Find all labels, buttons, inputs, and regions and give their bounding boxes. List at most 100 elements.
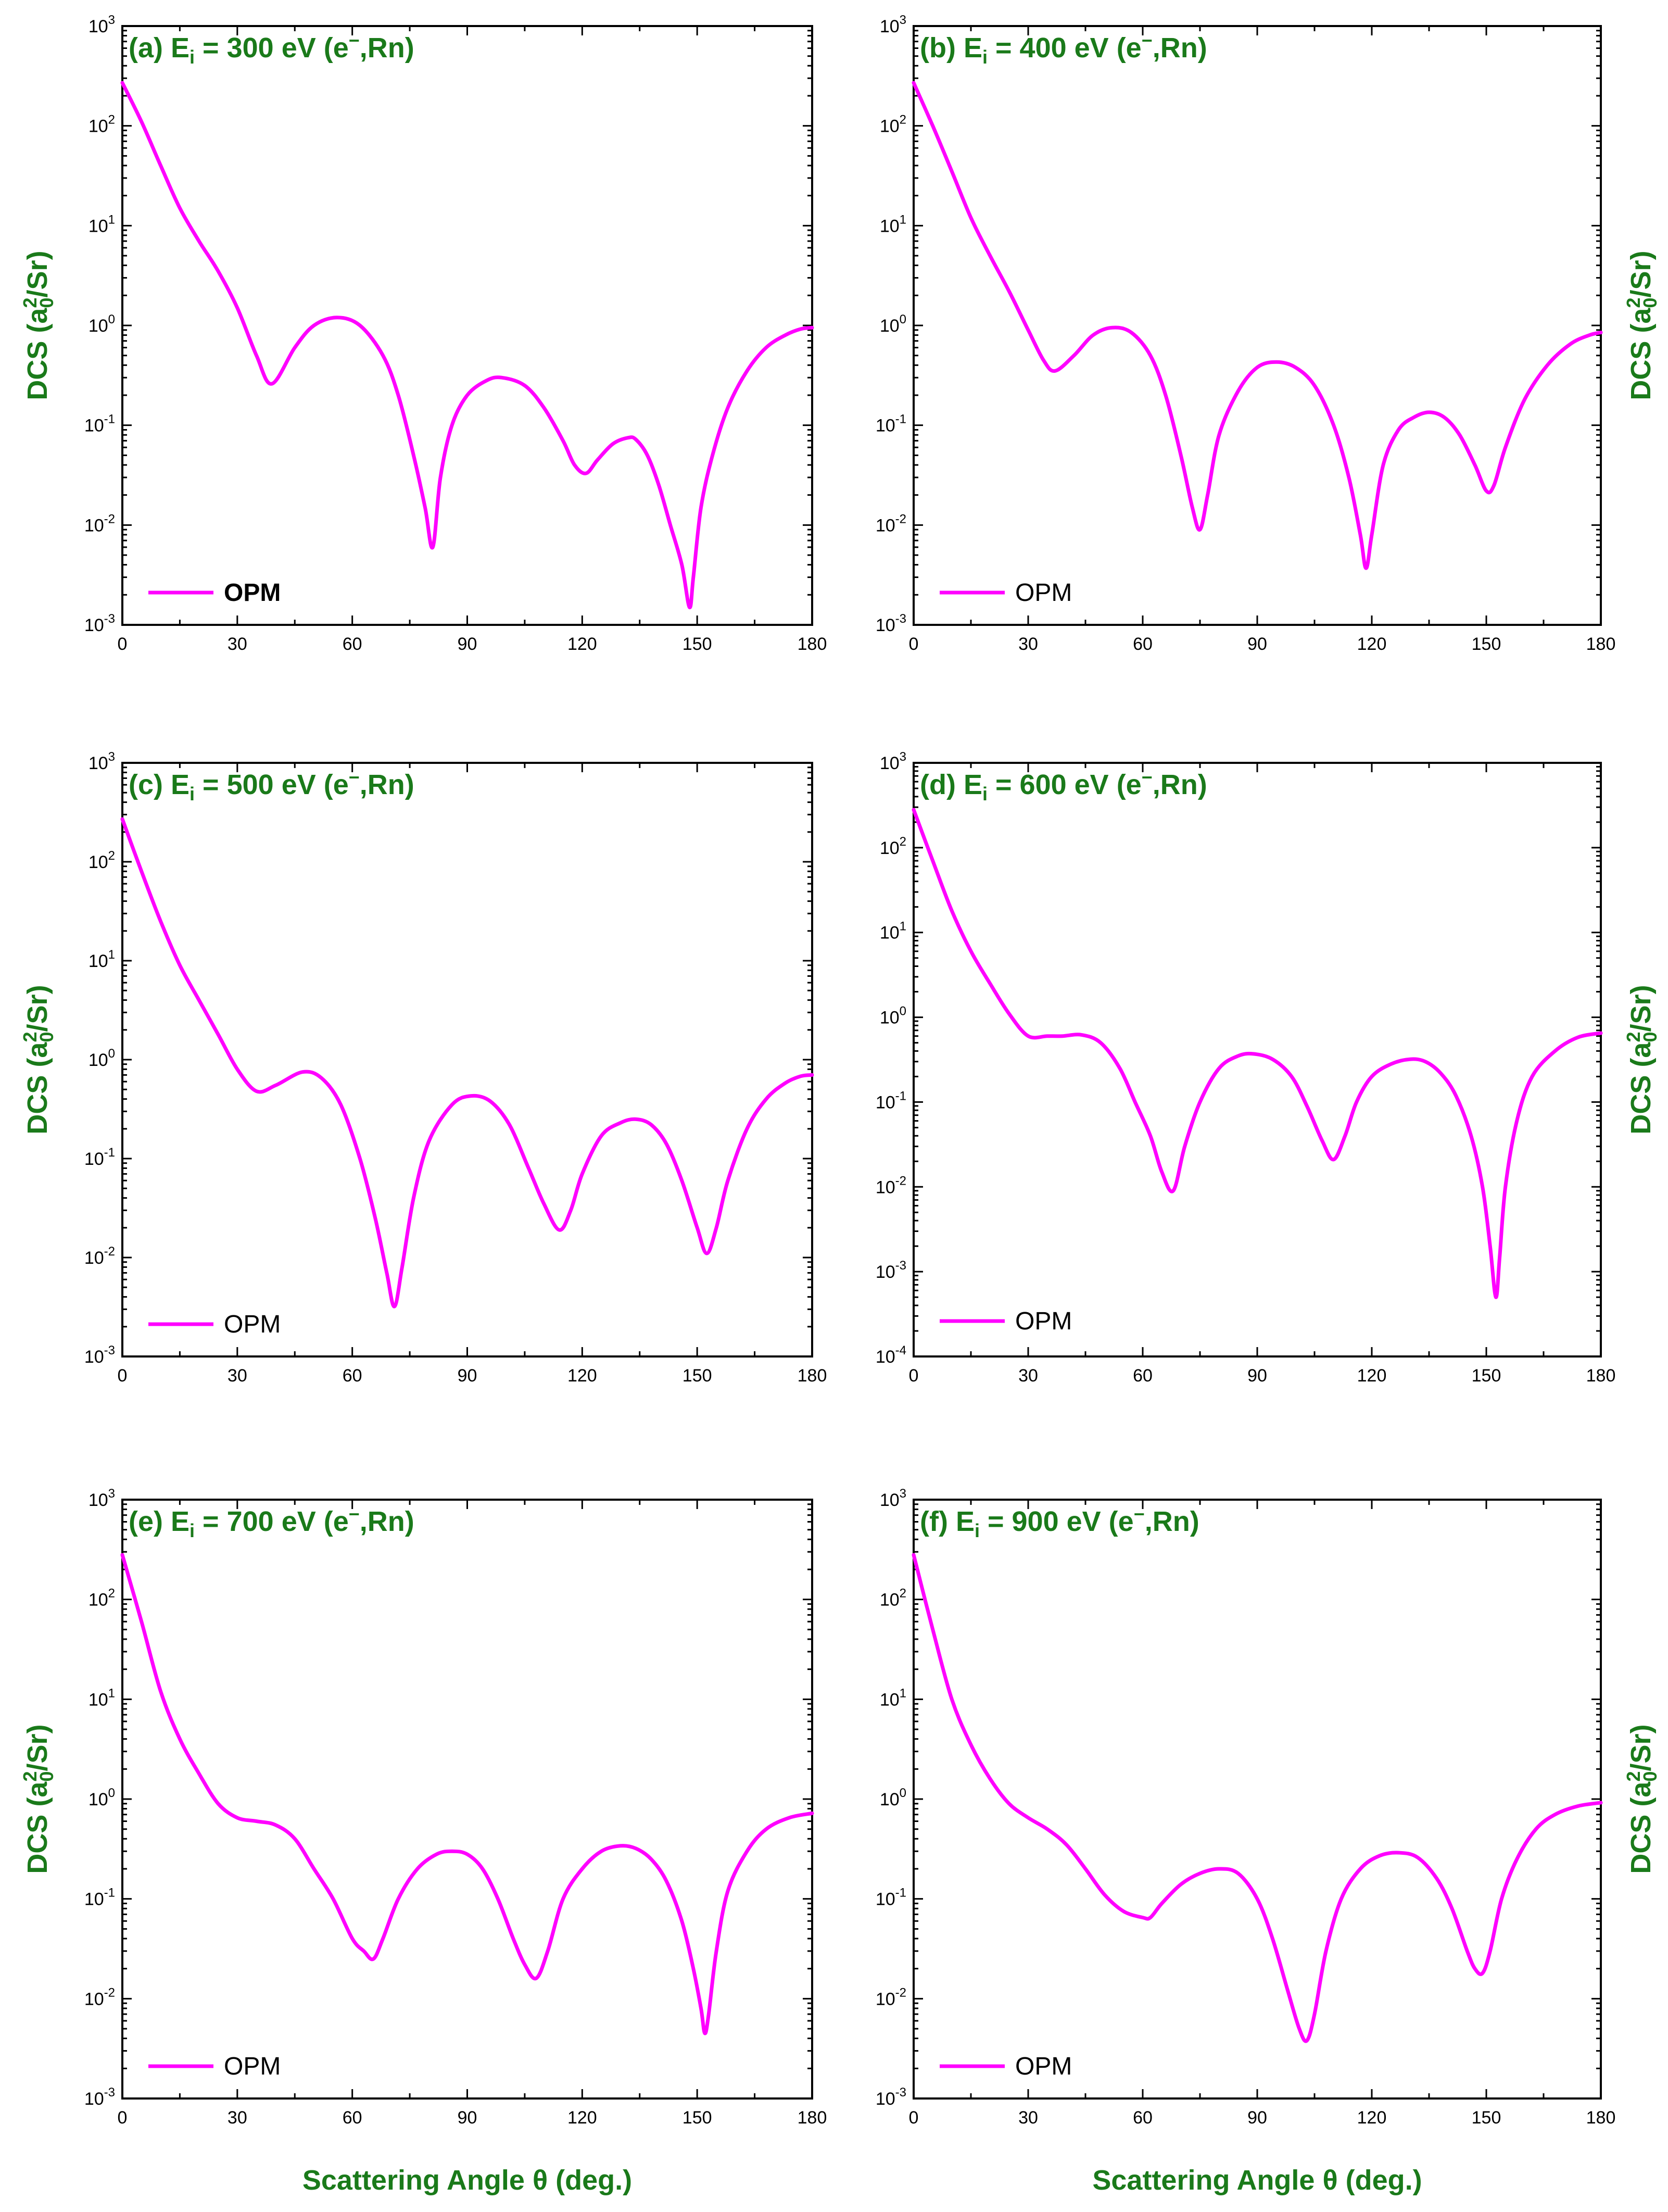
panel-1: 0 30 60 90 120 150 180 10-3 10-2 10-1 100 101 102 103… [19,13,827,654]
x-tick-label: 30 [1018,634,1038,654]
x-tick-label: 120 [567,2108,597,2128]
x-tick-label: 90 [458,634,477,654]
x-tick-label: 180 [798,1366,827,1386]
x-tick-label: 120 [1357,634,1387,654]
x-tick-label: 60 [343,634,362,654]
y-tick-label: 101 [880,1686,906,1710]
x-tick-label: 150 [683,1366,712,1386]
panel-title: (e) Ei = 700 eV (e−,Rn) [129,1503,414,1541]
y-tick-label: 10-3 [84,612,115,635]
y-tick-label: 101 [89,212,115,236]
x-tick-label: 120 [567,1366,597,1386]
x-tick-label: 90 [1247,1366,1267,1386]
y-tick-label: 102 [89,849,115,872]
y-tick-label: 10-1 [84,1146,115,1169]
x-tick-label: 150 [1472,634,1501,654]
series-line-opm [120,817,814,1309]
y-tick-label: 103 [880,750,906,773]
x-tick-label: 150 [683,634,712,654]
x-axis-label: Scattering Angle θ (deg.) [302,2165,632,2196]
panel-6: 0 30 60 90 120 150 180 10-3 10-2 10-1 100 101 102 103… [876,1487,1661,2128]
y-tick-label: 103 [89,1487,115,1510]
y-tick-label: 102 [880,113,906,136]
legend-label: OPM [224,1311,281,1338]
y-axis-label: DCS (a20/Sr) [19,985,57,1134]
x-tick-label: 180 [798,2108,827,2128]
x-tick-label: 180 [1586,2108,1616,2128]
x-tick-label: 60 [343,2108,362,2128]
x-tick-label: 30 [228,1366,247,1386]
x-tick-label: 60 [343,1366,362,1386]
x-tick-label: 30 [1018,1366,1038,1386]
x-tick-label: 90 [1247,634,1267,654]
y-tick-label: 10-3 [84,2085,115,2109]
x-tick-label: 120 [567,634,597,654]
x-tick-label: 0 [118,1366,128,1386]
y-tick-label: 10-2 [84,512,115,535]
x-tick-label: 60 [1133,1366,1153,1386]
y-tick-label: 10-4 [876,1343,906,1367]
y-tick-label: 10-1 [876,1886,906,1909]
y-axis-label: DCS (a20/Sr) [1623,250,1661,400]
y-tick-label: 103 [880,13,906,36]
y-tick-label: 10-2 [876,1985,906,2009]
panel-3: 0 30 60 90 120 150 180 10-3 10-2 10-1 100 101 102 103… [19,750,827,1386]
x-tick-label: 0 [118,2108,128,2128]
x-tick-label: 90 [1247,2108,1267,2128]
x-tick-label: 60 [1133,2108,1153,2128]
y-tick-label: 10-1 [876,412,906,436]
y-tick-label: 100 [880,1786,906,1809]
series-line-opm [912,81,1603,570]
legend-label: OPM [224,579,281,607]
x-tick-label: 0 [118,634,128,654]
y-tick-label: 10-1 [84,1886,115,1909]
y-tick-label: 100 [89,312,115,336]
y-tick-label: 102 [89,1587,115,1610]
x-tick-label: 150 [1472,1366,1501,1386]
y-tick-label: 103 [89,750,115,773]
y-tick-label: 10-3 [876,1259,906,1282]
x-axis-label: Scattering Angle θ (deg.) [1092,2165,1422,2196]
y-tick-label: 102 [89,113,115,136]
y-tick-label: 100 [89,1786,115,1809]
x-tick-label: 60 [1133,634,1153,654]
y-tick-label: 101 [89,948,115,971]
y-tick-label: 101 [880,212,906,236]
y-tick-label: 10-1 [84,412,115,436]
y-tick-label: 10-3 [876,612,906,635]
x-tick-label: 150 [683,2108,712,2128]
y-tick-label: 100 [89,1047,115,1070]
panel-title: (f) Ei = 900 eV (e−,Rn) [920,1503,1199,1541]
y-tick-label: 10-3 [84,1343,115,1367]
series-line-opm [120,81,814,609]
y-tick-label: 100 [880,1004,906,1028]
x-tick-label: 30 [228,634,247,654]
series-line-opm [120,1553,814,2035]
y-tick-label: 10-1 [876,1089,906,1112]
panel-4: 0 30 60 90 120 150 180 10-4 10-3 10-2 10-1 100 101 10… [876,750,1661,1386]
y-tick-label: 103 [89,13,115,36]
y-tick-label: 10-2 [84,1245,115,1268]
y-tick-label: 103 [880,1487,906,1510]
y-tick-label: 101 [89,1686,115,1710]
x-tick-label: 180 [1586,634,1616,654]
y-tick-label: 10-2 [876,512,906,535]
y-axis-label: DCS (a20/Sr) [19,1724,57,1874]
y-axis-label: DCS (a20/Sr) [1623,1724,1661,1874]
y-tick-label: 10-2 [876,1174,906,1197]
legend-label: OPM [224,2053,281,2080]
legend-label: OPM [1015,579,1072,607]
plot-frame [913,1499,1602,2100]
x-tick-label: 90 [458,2108,477,2128]
y-tick-label: 10-3 [876,2085,906,2109]
y-tick-label: 100 [880,312,906,336]
y-tick-label: 101 [880,920,906,943]
plot-frame [121,762,813,1358]
y-axis-label: DCS (a20/Sr) [19,250,57,400]
y-tick-label: 102 [880,835,906,858]
x-tick-label: 30 [228,2108,247,2128]
panel-title: (c) Ei = 500 eV (e−,Rn) [129,766,414,805]
y-tick-label: 10-2 [84,1985,115,2009]
panel-title: (d) Ei = 600 eV (e−,Rn) [920,766,1207,805]
